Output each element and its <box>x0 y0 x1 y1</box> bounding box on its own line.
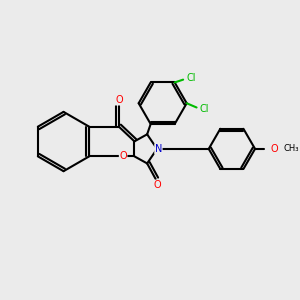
Text: O: O <box>153 180 161 190</box>
Text: N: N <box>155 144 162 154</box>
Text: O: O <box>119 152 127 161</box>
Text: Cl: Cl <box>200 104 209 114</box>
Text: O: O <box>270 144 278 154</box>
Text: Cl: Cl <box>186 73 196 83</box>
Text: CH₃: CH₃ <box>284 144 299 153</box>
Text: O: O <box>115 95 123 105</box>
